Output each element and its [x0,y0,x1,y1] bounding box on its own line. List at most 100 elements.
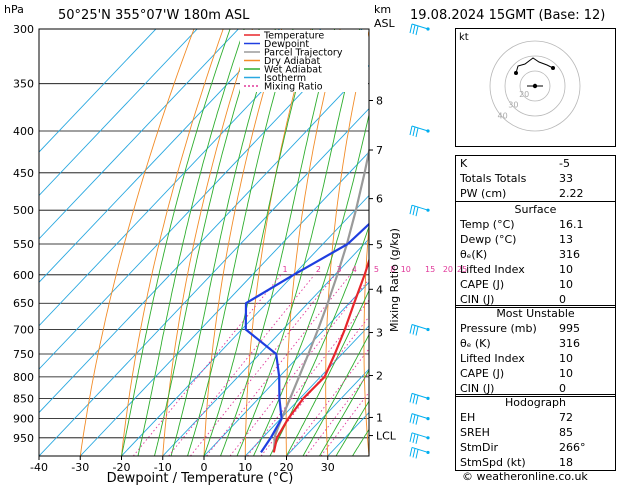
km-tick-label: 6 [376,193,383,206]
isotherm-line [39,29,240,240]
wet-adiabat-line [236,29,361,456]
mixing-ratio-label: 2 [316,265,321,274]
pressure-unit: hPa [4,3,24,16]
legend-entry: Temperature [263,31,324,42]
wet-adiabat-line [121,29,231,456]
km-tick-label: 1 [376,411,383,424]
pressure-tick-label: 500 [13,204,34,217]
surface-row: CAPE (J) 10 [460,278,573,291]
wind-barb-flag [412,24,416,35]
wind-barb-flag [415,395,419,405]
hodograph-ring-label: 40 [498,111,508,120]
mixing-ratio-line [190,274,336,456]
hodograph-start-point [514,71,518,75]
mixing-ratio-label: 5 [374,265,379,274]
hodograph-ring-label: 20 [519,90,529,99]
index-totals-totals: Totals Totals 33 [460,172,573,185]
temperature-tick-label: 30 [321,461,335,474]
wind-barb-flag [415,326,419,336]
most-unstable-title: Most Unstable [496,307,575,320]
pressure-tick-label: 800 [13,371,34,384]
wind-barb-flag [412,325,416,335]
hodo-row: SREH 85 [460,426,573,439]
hodograph-ring [504,55,566,117]
isotherm-line [203,281,369,456]
isotherm-line [39,29,198,197]
hodo-row: StmSpd (kt) 18 [460,456,573,469]
pressure-tick-label: 950 [13,432,34,445]
surface-panel: Surface Temp (°C) 16.1 Dewp (°C) 13 θₑ(K) 3… [455,201,616,308]
wind-barb-flag [409,413,413,423]
km-tick-label: 5 [376,239,383,252]
mu-row: Pressure (mb) 995 [460,322,580,335]
wet-adiabat-line [269,225,369,456]
mixing-ratio-label: 15 [425,265,435,274]
mixing-ratio-line [229,278,369,456]
wind-barb-flag [415,449,419,459]
pressure-tick-label: 700 [13,324,34,337]
mixing-ratio-line [132,274,282,456]
temperature-tick-label: -20 [113,461,131,474]
legend-entry: Dry Adiabat [264,56,321,67]
legend-entry: Isotherm [264,73,306,84]
hodograph-ring [489,40,581,132]
wind-barb-flag [412,414,416,424]
temperature-tick-label: 10 [238,461,252,474]
mixing-ratio-label: 25 [457,265,467,274]
mixing-ratio-label: 3 [337,265,342,274]
wind-barb-flag [409,23,413,34]
dry-adiabat-line [244,29,312,456]
hodograph-end-point [551,66,555,70]
mu-row: θₑ (K) 316 [460,337,580,350]
mu-row: CAPE (J) 10 [460,367,573,380]
dry-adiabat-line [401,0,441,456]
wet-adiabat-line [220,29,336,456]
index-k: K -5 [460,157,570,170]
dewpoint-line [244,222,369,454]
km-tick-label: 2 [376,370,383,383]
legend-entry: Mixing Ratio [264,82,323,93]
wind-barb-staff [411,446,429,453]
pressure-tick-label: 900 [13,413,34,426]
mu-row: Lifted Index 10 [460,352,573,365]
temperature-line [272,257,369,453]
dry-adiabat-line [325,29,369,456]
wind-barb-flag [409,324,413,334]
wet-adiabat-line [286,289,369,456]
km-tick-label: 8 [376,94,383,107]
dry-adiabat-line [363,221,369,456]
isotherm-line [39,107,369,456]
surface-row: Dewp (°C) 13 [460,233,573,246]
surface-row: Temp (°C) 16.1 [460,218,584,231]
pressure-tick-label: 300 [13,23,34,36]
temperature-tick-label: 0 [201,461,208,474]
hodograph-trace [515,57,554,74]
legend-entry: Parcel Trajectory [264,48,343,59]
pressure-tick-label: 750 [13,348,34,361]
parcel-trajectory-line [272,146,369,453]
wind-barb-flag [409,393,413,403]
mixing-ratio-line [260,316,369,456]
hodograph-unit: kt [459,32,469,43]
km-tick-label: LCL [376,430,397,443]
pressure-tick-label: 600 [13,269,34,282]
wind-barb-flag [412,448,416,458]
isotherm-line [244,325,369,456]
wind-barb-flag [415,25,419,36]
wet-adiabat-line [302,333,369,456]
mu-row: CIN (J) 0 [460,382,566,395]
hodo-row: StmDir 266° [460,441,586,454]
pressure-tick-label: 400 [13,125,34,138]
wind-barb-flag [409,432,413,442]
wet-adiabat-line [335,400,369,456]
wet-adiabat-line [319,369,369,456]
wind-barb-flag [409,447,413,457]
pressure-tick-label: 550 [13,238,34,251]
mixing-ratio-label: 20 [443,265,453,274]
wet-adiabat-line [187,29,294,456]
hodograph-info-panel: Hodograph EH 72 SREH 85 StmDir 266° StmSpd … [455,394,616,471]
wind-barb-staff [411,204,429,211]
temperature-tick-label: 20 [280,461,294,474]
surface-row: θₑ(K) 316 [460,248,580,261]
